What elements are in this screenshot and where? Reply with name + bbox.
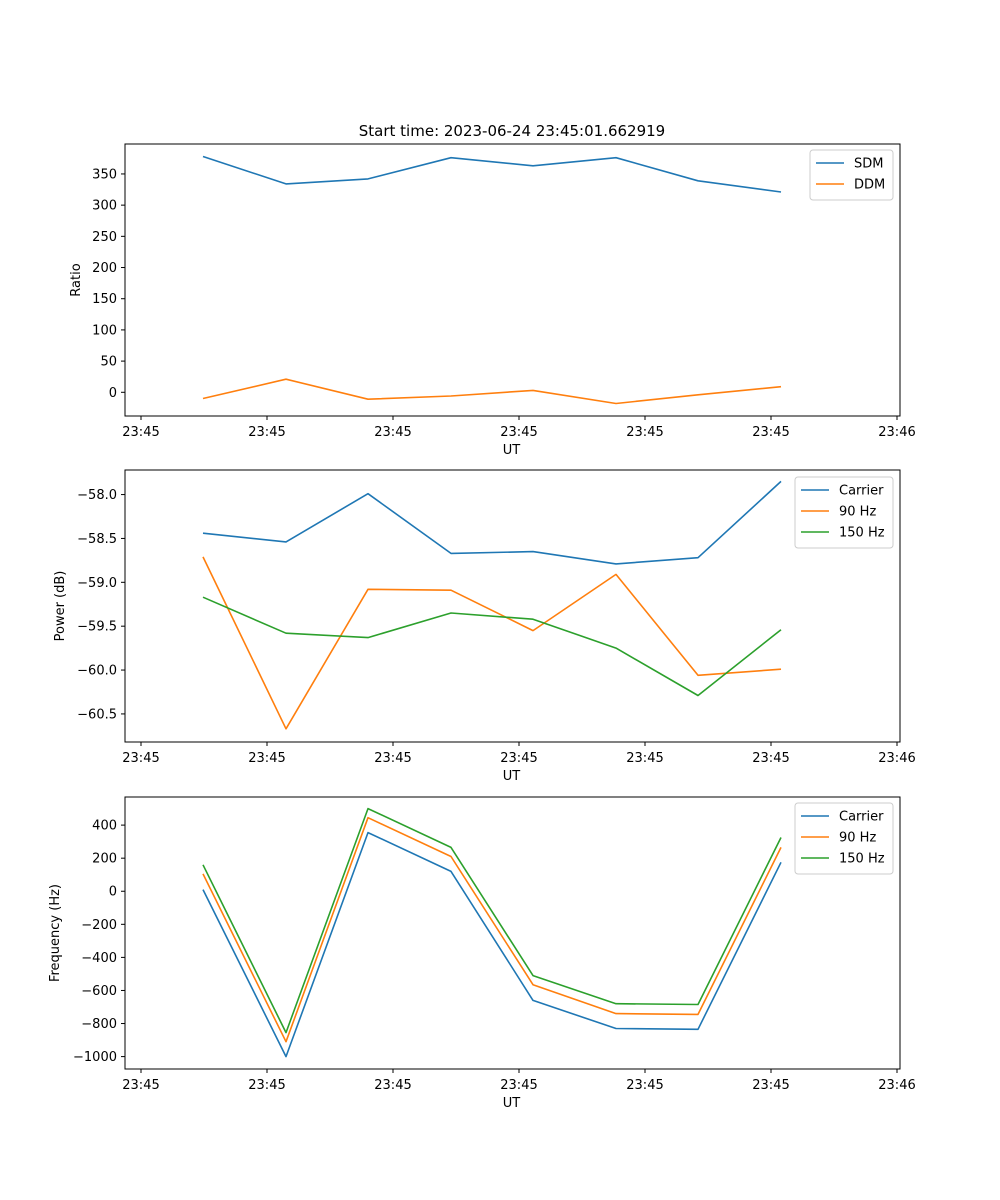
y-axis-label: Frequency (Hz) [48, 884, 63, 982]
x-tick-label: 23:45 [122, 751, 159, 766]
series-line-ddm [202, 378, 782, 405]
legend-box [794, 802, 894, 875]
y-tick-label: −60.5 [77, 707, 117, 722]
legend: SDM DDM [809, 149, 894, 201]
x-tick-label: 23:45 [248, 425, 285, 440]
legend-label: Carrier [839, 484, 884, 499]
x-tick-label: 23:45 [248, 751, 285, 766]
figure-title: Start time: 2023-06-24 23:45:01.662919 [359, 122, 665, 140]
y-tick-label: −600 [81, 984, 117, 999]
y-tick-label: −59.5 [77, 620, 117, 635]
x-tick-label: 23:46 [878, 425, 915, 440]
axes-frame [124, 796, 901, 1070]
y-tick-label: 0 [109, 386, 117, 401]
series-line-sdm [202, 155, 782, 193]
x-tick-label: 23:45 [374, 425, 411, 440]
legend: Carrier 90 Hz 150 Hz [794, 802, 894, 875]
y-tick-label: 350 [92, 167, 117, 182]
x-tick-label: 23:45 [122, 425, 159, 440]
y-tick-label: −400 [81, 951, 117, 966]
y-axis-label: Power (dB) [53, 571, 68, 642]
legend-label: 150 Hz [839, 526, 885, 541]
x-tick-label: 23:45 [500, 425, 537, 440]
subplot-2: 23:45 23:45 23:45 23:45 23:45 23:45 23:46 −58.0… [53, 469, 916, 784]
y-tick-label: 0 [109, 885, 117, 900]
y-tick-label: −1000 [73, 1050, 117, 1065]
x-tick-label: 23:45 [752, 751, 789, 766]
subplot-3: 23:45 23:45 23:45 23:45 23:45 23:45 23:46 400 20… [48, 796, 916, 1111]
x-axis-label: UT [503, 443, 521, 458]
x-tick-label: 23:45 [626, 425, 663, 440]
y-tick-label: 100 [92, 323, 117, 338]
y-tick-label: 200 [92, 261, 117, 276]
legend-label: 150 Hz [839, 852, 885, 867]
y-tick-label: 250 [92, 230, 117, 245]
subplot-1: 23:45 23:45 23:45 23:45 23:45 23:45 23:46 0 50 10… [69, 143, 916, 458]
y-tick-label: −58.0 [77, 488, 117, 503]
series-line-90-hz [202, 556, 782, 730]
y-axis-label: Ratio [69, 263, 84, 296]
legend-label: 90 Hz [839, 505, 876, 520]
y-tick-label: 50 [100, 355, 117, 370]
y-tick-label: −60.0 [77, 664, 117, 679]
x-tick-label: 23:45 [374, 751, 411, 766]
series-line-150-hz [202, 807, 782, 1034]
legend: Carrier 90 Hz 150 Hz [794, 476, 894, 549]
legend-box [794, 476, 894, 549]
series-line-carrier [202, 831, 782, 1058]
x-tick-label: 23:46 [878, 1078, 915, 1093]
x-tick-label: 23:45 [122, 1078, 159, 1093]
y-tick-label: −800 [81, 1017, 117, 1032]
y-tick-label: −59.0 [77, 576, 117, 591]
y-tick-label: 300 [92, 199, 117, 214]
legend-label: DDM [854, 178, 885, 193]
series-line-carrier [202, 480, 782, 565]
legend-label: Carrier [839, 810, 884, 825]
legend-label: 90 Hz [839, 831, 876, 846]
x-tick-label: 23:46 [878, 751, 915, 766]
legend-label: SDM [854, 157, 883, 172]
x-tick-label: 23:45 [500, 1078, 537, 1093]
x-tick-label: 23:45 [752, 1078, 789, 1093]
y-tick-label: −200 [81, 918, 117, 933]
axes-frame [124, 143, 901, 417]
x-axis-label: UT [503, 1096, 521, 1111]
y-tick-label: 200 [92, 852, 117, 867]
y-tick-label: −58.5 [77, 532, 117, 547]
series-line-90-hz [202, 816, 782, 1043]
subplots: 23:45 23:45 23:45 23:45 23:45 23:45 23:46 0 50 10… [48, 143, 916, 1111]
x-tick-label: 23:45 [248, 1078, 285, 1093]
x-tick-label: 23:45 [374, 1078, 411, 1093]
x-tick-label: 23:45 [626, 1078, 663, 1093]
x-axis-label: UT [503, 769, 521, 784]
axes-frame [124, 469, 901, 743]
y-tick-label: 400 [92, 819, 117, 834]
x-tick-label: 23:45 [626, 751, 663, 766]
x-tick-label: 23:45 [752, 425, 789, 440]
x-tick-label: 23:45 [500, 751, 537, 766]
y-tick-label: 150 [92, 292, 117, 307]
series-line-150-hz [202, 596, 782, 697]
